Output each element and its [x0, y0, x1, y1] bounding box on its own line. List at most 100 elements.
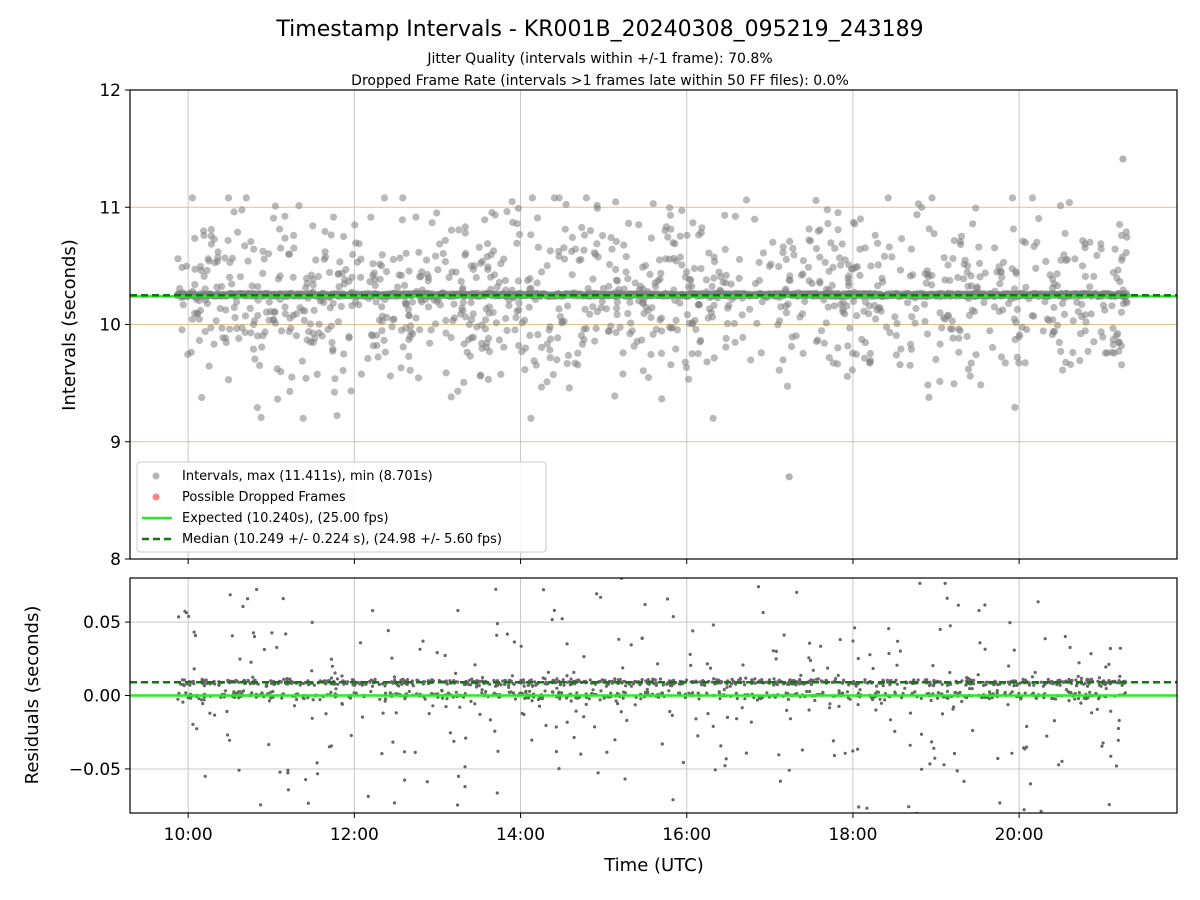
residual-point: [719, 744, 723, 748]
interval-point: [909, 271, 917, 279]
interval-point: [697, 229, 705, 237]
residual-point: [960, 699, 964, 704]
residual-point: [807, 680, 811, 685]
interval-point: [730, 319, 739, 328]
interval-point: [469, 265, 477, 274]
residual-point: [301, 696, 305, 700]
interval-point: [380, 194, 389, 202]
interval-point: [537, 383, 546, 391]
interval-point: [511, 326, 519, 334]
residual-point: [269, 690, 273, 694]
interval-point: [286, 387, 294, 395]
residual-point: [565, 642, 569, 646]
interval-point: [311, 334, 319, 342]
residual-point: [255, 587, 259, 592]
residual-point: [463, 765, 467, 769]
residual-point: [543, 689, 547, 693]
residual-point: [936, 691, 940, 695]
interval-point: [513, 239, 521, 247]
residual-point: [593, 725, 597, 729]
residual-point: [195, 727, 199, 731]
residual-point: [496, 749, 500, 754]
residual-point: [856, 656, 860, 661]
interval-point: [389, 255, 397, 264]
residual-point: [304, 778, 308, 782]
residual-point: [1010, 690, 1014, 694]
residual-point: [329, 690, 333, 695]
residual-point: [691, 691, 695, 695]
interval-point: [405, 267, 413, 275]
intervals-panel: 8 9 10 11 12: [99, 81, 1178, 570]
residual-point: [507, 683, 511, 687]
residual-point: [1058, 678, 1062, 682]
residual-point: [920, 767, 924, 771]
interval-point: [885, 243, 893, 251]
residual-point: [665, 681, 670, 685]
interval-point: [290, 231, 298, 239]
interval-point: [433, 209, 441, 217]
interval-point: [986, 327, 994, 335]
interval-max-point: [1119, 155, 1127, 163]
residual-point: [671, 798, 675, 802]
interval-point: [613, 311, 621, 319]
residual-point: [670, 713, 674, 718]
interval-point: [907, 245, 916, 253]
top-y-tick-label-4: 12: [99, 81, 121, 101]
interval-point: [624, 275, 632, 283]
interval-point: [335, 283, 343, 291]
interval-point: [816, 226, 824, 234]
interval-point: [436, 240, 444, 248]
interval-point: [257, 413, 265, 422]
interval-point: [309, 222, 317, 230]
interval-point: [779, 356, 787, 364]
interval-point: [309, 281, 317, 289]
interval-point: [265, 298, 273, 306]
residual-point: [1074, 678, 1078, 682]
interval-point: [775, 263, 783, 271]
interval-point: [347, 387, 355, 395]
interval-point: [281, 303, 289, 311]
interval-point: [949, 334, 957, 342]
residual-point: [554, 725, 558, 729]
interval-point: [538, 343, 546, 351]
interval-point: [971, 289, 979, 297]
interval-point: [449, 317, 457, 325]
interval-point: [966, 372, 974, 380]
residual-point: [623, 777, 627, 781]
residual-point: [310, 620, 314, 625]
residual-point: [895, 682, 899, 686]
residual-point: [772, 683, 776, 687]
interval-point: [431, 320, 440, 328]
interval-point: [1069, 317, 1077, 325]
interval-point: [592, 324, 600, 332]
residual-point: [948, 670, 952, 675]
residual-point: [564, 696, 569, 700]
interval-point: [1114, 266, 1122, 274]
interval-point: [823, 206, 831, 214]
interval-point: [1057, 256, 1065, 264]
residual-point: [587, 697, 591, 701]
interval-point: [1063, 255, 1071, 264]
interval-point: [972, 204, 980, 212]
interval-point: [230, 303, 238, 312]
chart-title: Timestamp Intervals - KR001B_20240308_09…: [275, 17, 923, 42]
interval-point: [534, 243, 543, 251]
interval-point: [782, 255, 790, 263]
interval-point: [607, 322, 615, 330]
residual-point: [493, 729, 497, 733]
interval-point: [481, 216, 489, 224]
interval-point: [822, 319, 830, 327]
residual-point: [609, 691, 613, 695]
interval-point: [715, 268, 723, 276]
interval-point: [503, 208, 511, 216]
interval-point: [856, 245, 864, 253]
interval-point: [812, 196, 820, 205]
residual-point: [391, 740, 395, 744]
residual-point: [574, 696, 578, 700]
interval-point: [488, 208, 496, 217]
interval-point: [694, 301, 703, 309]
interval-point: [258, 343, 266, 351]
residual-point: [390, 656, 394, 660]
interval-point: [1008, 194, 1017, 202]
interval-point: [1081, 327, 1089, 335]
